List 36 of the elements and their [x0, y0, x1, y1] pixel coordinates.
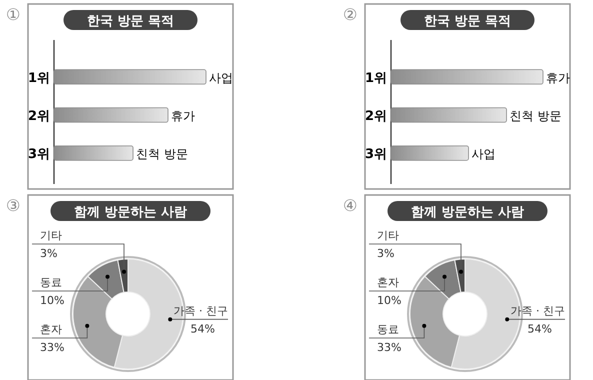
y-tick-label: 3위 — [364, 147, 387, 162]
chart-title: 함께 방문하는 사람 — [410, 205, 524, 220]
slice-label: 혼자 — [40, 323, 62, 336]
data-label: 10% — [40, 294, 64, 307]
y-tick-label: 1위 — [28, 70, 50, 86]
data-label: 33% — [40, 341, 64, 354]
y-tick-label: 1위 — [364, 70, 387, 86]
text: ③ — [6, 196, 20, 215]
chart-title: 함께 방문하는 사람 — [74, 205, 188, 220]
slice-label: 기타 — [377, 229, 399, 242]
annotation: 휴가 — [546, 70, 570, 85]
annotation: 친척 방문 — [136, 147, 188, 162]
data-label: 10% — [377, 294, 402, 307]
data-label: 33% — [377, 341, 402, 354]
y-tick-label: 3위 — [28, 147, 50, 162]
slice-label: 동료 — [40, 276, 62, 289]
annotation: 친척 방문 — [510, 109, 562, 123]
chart-title: 한국 방문 목적 — [86, 14, 174, 29]
data-label: 54% — [528, 322, 552, 336]
slice-label: 기타 — [40, 229, 62, 242]
slice-label: 혼자 — [377, 276, 399, 289]
text: ④ — [343, 196, 358, 215]
data-label: 54% — [190, 322, 215, 336]
chart-title: 한국 방문 목적 — [424, 14, 512, 29]
y-tick-label: 2위 — [28, 109, 50, 124]
annotation: 사업 — [209, 70, 233, 85]
text: ① — [6, 5, 20, 24]
y-tick-label: 2위 — [364, 109, 387, 124]
slice-label: 가족 · 친구 — [174, 304, 228, 318]
data-label: 3% — [377, 247, 394, 260]
text: ② — [343, 5, 358, 24]
annotation: 사업 — [472, 147, 496, 162]
annotation: 휴가 — [171, 109, 195, 123]
data-label: 3% — [40, 247, 58, 260]
slice-label: 동료 — [377, 323, 399, 336]
slice-label: 가족 · 친구 — [510, 304, 565, 318]
